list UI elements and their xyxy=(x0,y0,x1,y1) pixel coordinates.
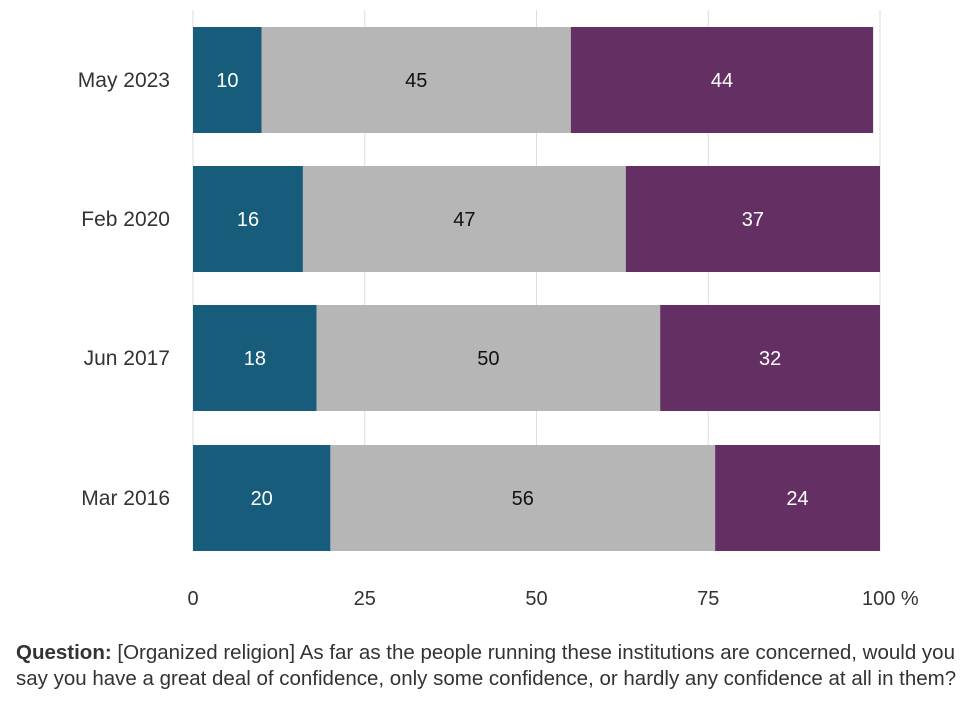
bar-segment xyxy=(193,445,331,551)
x-tick-label: 0 xyxy=(187,588,198,610)
data-label: 20 xyxy=(251,488,273,510)
question-caption: Question: [Organized religion] As far as… xyxy=(16,640,966,692)
bar-segment xyxy=(261,27,571,133)
x-tick-label: 100 % xyxy=(862,588,919,610)
category-label: May 2023 xyxy=(78,69,170,92)
bar-segment xyxy=(193,27,262,133)
data-label: 24 xyxy=(786,488,808,510)
bar-segment xyxy=(330,445,716,551)
x-tick-label: 25 xyxy=(354,588,376,610)
bar-segment xyxy=(193,166,303,272)
category-label: Mar 2016 xyxy=(81,487,170,510)
bar-segment xyxy=(570,27,874,133)
data-label: 50 xyxy=(477,348,499,370)
bar-segment xyxy=(660,305,880,411)
data-label: 47 xyxy=(453,209,475,231)
bar-segment xyxy=(302,166,626,272)
x-tick-label: 75 xyxy=(697,588,719,610)
data-label: 56 xyxy=(512,488,534,510)
data-label: 16 xyxy=(237,209,259,231)
question-text: [Organized religion] As far as the peopl… xyxy=(16,641,957,690)
data-label: 32 xyxy=(759,348,781,370)
data-label: 44 xyxy=(711,70,733,92)
data-label: 10 xyxy=(216,70,238,92)
bar-segment xyxy=(316,305,661,411)
bar-segment xyxy=(715,445,880,551)
bar-segment xyxy=(625,166,880,272)
stacked-bar-chart: 0 25 50 75 100 % May 2023 10 45 44 Feb 2020 16 47 37… xyxy=(78,10,919,610)
question-label: Question: xyxy=(16,641,112,664)
data-label: 45 xyxy=(405,70,427,92)
category-label: Jun 2017 xyxy=(84,347,170,370)
data-label: 18 xyxy=(244,348,266,370)
x-tick-label: 50 xyxy=(525,588,547,610)
category-label: Feb 2020 xyxy=(81,208,170,231)
data-label: 37 xyxy=(742,209,764,231)
bar-segment xyxy=(193,305,317,411)
